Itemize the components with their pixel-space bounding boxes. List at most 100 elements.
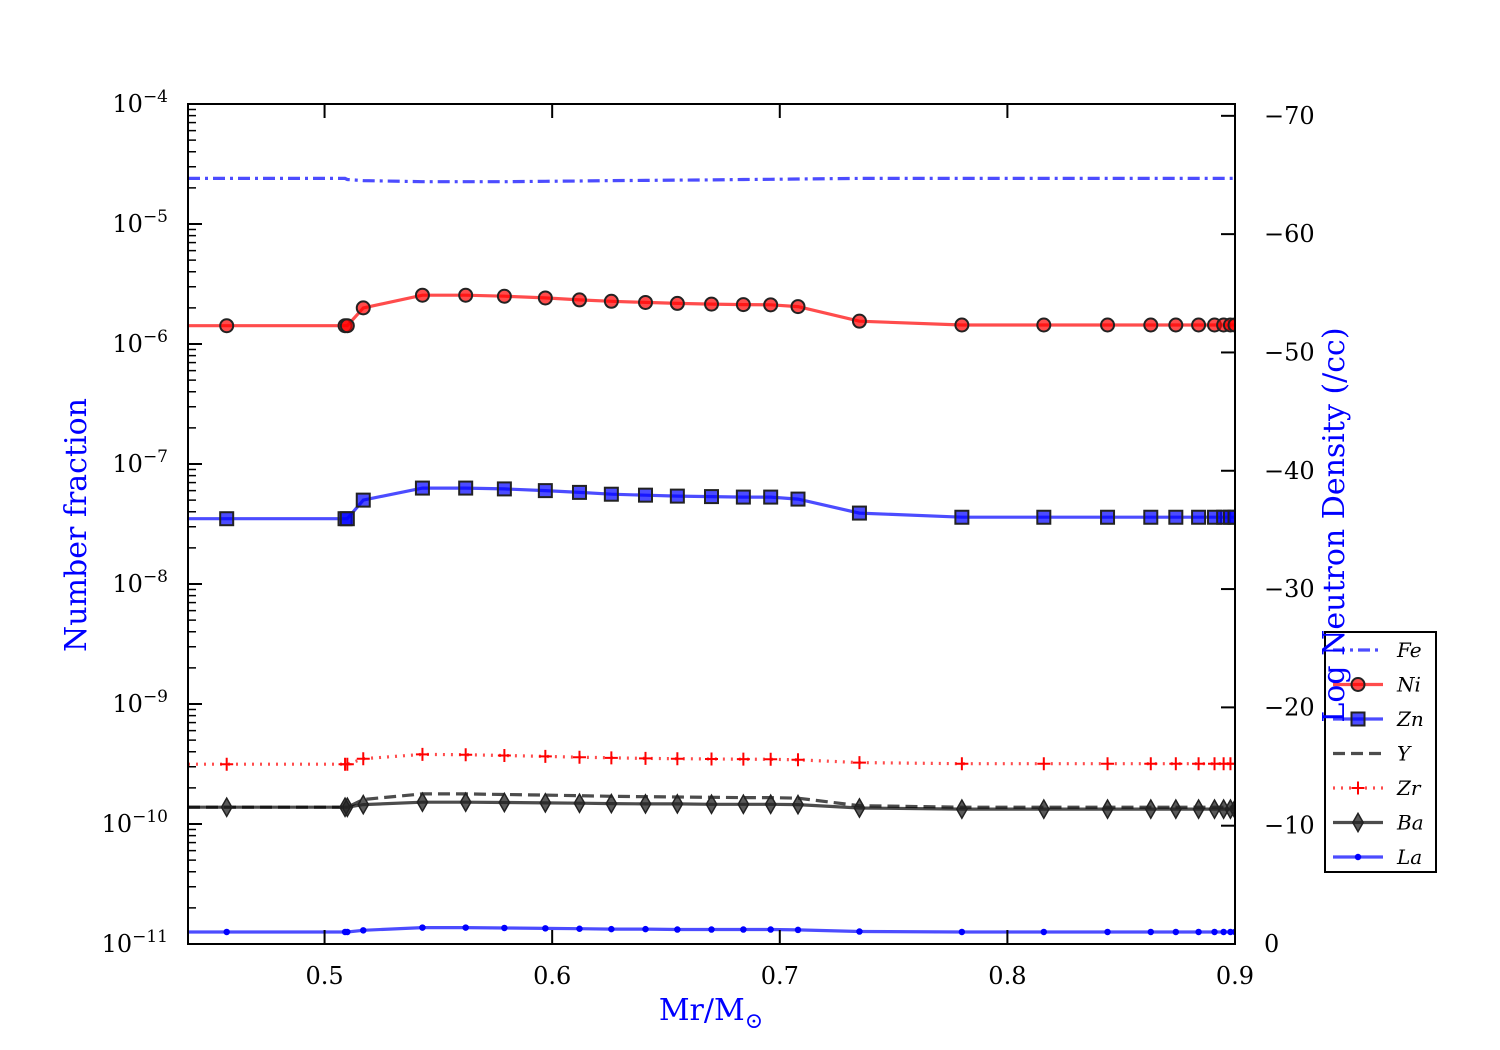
data-point-plus bbox=[220, 757, 234, 771]
data-point-square bbox=[1036, 509, 1052, 525]
data-point-dot bbox=[958, 928, 966, 936]
data-point-square bbox=[1227, 509, 1235, 525]
legend-label: Fe bbox=[1396, 638, 1422, 662]
y-tick-exponent: −11 bbox=[132, 927, 168, 947]
data-point-diamond bbox=[459, 791, 472, 813]
data-point-square bbox=[496, 481, 512, 497]
y-tick-label: 10−11 bbox=[102, 927, 168, 958]
ticks-layer bbox=[188, 103, 1236, 945]
series-line-y bbox=[188, 792, 1235, 809]
data-point-plus bbox=[705, 752, 718, 766]
y-right-tick-label: −50 bbox=[1264, 338, 1315, 366]
data-point-square bbox=[704, 489, 719, 505]
legend-entry: Zr bbox=[1333, 776, 1422, 800]
data-point-dot bbox=[1227, 928, 1234, 936]
data-point-square bbox=[1168, 509, 1184, 525]
x-tick-label: 0.8 bbox=[988, 962, 1026, 990]
legend-label: Ba bbox=[1396, 811, 1424, 835]
data-point-diamond bbox=[1037, 798, 1050, 820]
y-right-tick-label: −70 bbox=[1264, 102, 1315, 130]
data-point-circle bbox=[414, 287, 430, 303]
y-tick-base: 10 bbox=[112, 450, 143, 478]
series-la bbox=[188, 924, 1235, 936]
data-point-dot bbox=[360, 927, 367, 934]
data-point-square bbox=[537, 483, 553, 499]
data-point-circle bbox=[637, 294, 653, 310]
data-point-dot bbox=[223, 928, 230, 936]
legend-label: Y bbox=[1397, 742, 1412, 766]
data-point-plus bbox=[459, 748, 473, 762]
data-point-dot bbox=[642, 925, 649, 933]
y-tick-label: 10−9 bbox=[112, 687, 168, 718]
data-point-circle bbox=[603, 293, 619, 309]
data-point-diamond bbox=[791, 794, 805, 816]
data-point-plus bbox=[736, 752, 750, 766]
legend-label: Zn bbox=[1396, 707, 1424, 731]
data-point-dot bbox=[501, 924, 508, 932]
series-zr bbox=[188, 747, 1235, 771]
data-point-dot bbox=[576, 925, 583, 932]
data-point-diamond bbox=[539, 792, 552, 814]
data-point-plus bbox=[604, 751, 618, 765]
data-point-dot bbox=[608, 925, 615, 933]
data-point-dot bbox=[1195, 928, 1202, 936]
data-point-diamond bbox=[764, 793, 777, 815]
data-point-plus bbox=[1144, 757, 1158, 771]
data-point-square bbox=[1100, 509, 1116, 525]
data-point-plus bbox=[1192, 757, 1206, 771]
data-point-plus bbox=[1228, 757, 1235, 771]
y-tick-label: 10−8 bbox=[112, 567, 168, 598]
legend-entry: Ba bbox=[1333, 811, 1424, 835]
data-point-dot bbox=[794, 926, 802, 934]
y-tick-exponent: −7 bbox=[143, 447, 168, 467]
data-point-square bbox=[790, 491, 806, 507]
y-right-tick-label: −10 bbox=[1264, 812, 1315, 840]
data-point-plus bbox=[340, 757, 354, 771]
data-point-square bbox=[219, 511, 235, 527]
y-tick-base: 10 bbox=[112, 90, 143, 118]
labels-layer: 0.5 0.6 0.7 0.8 0.910−1110−1010−910−810−710−… bbox=[102, 87, 1315, 990]
data-point-plus bbox=[670, 752, 684, 766]
data-point-square bbox=[571, 484, 587, 500]
data-point-dot bbox=[462, 924, 469, 931]
data-point-diamond bbox=[416, 791, 429, 813]
y-right-tick-label: −60 bbox=[1264, 220, 1315, 248]
y-right-tick-label: −20 bbox=[1264, 693, 1315, 721]
legend-entry: Fe bbox=[1333, 638, 1422, 662]
data-point-circle bbox=[355, 300, 371, 316]
series-zn bbox=[188, 480, 1235, 527]
series-line-zr bbox=[188, 752, 1235, 766]
y-axis-right-title: Log Neutron Density (/cc) bbox=[1317, 327, 1352, 722]
data-point-square bbox=[637, 487, 653, 503]
data-point-dot bbox=[542, 925, 549, 932]
data-point-circle bbox=[1191, 317, 1207, 333]
legend-entry: Zn bbox=[1333, 707, 1424, 731]
data-point-circle bbox=[735, 297, 751, 313]
data-point-square bbox=[1191, 509, 1207, 525]
data-point-dot bbox=[767, 926, 774, 933]
data-point-circle bbox=[537, 290, 553, 306]
x-tick-label: 0.9 bbox=[1216, 962, 1254, 990]
series-ni bbox=[188, 287, 1235, 334]
data-point-circle bbox=[496, 288, 512, 304]
data-point-diamond bbox=[1228, 798, 1235, 820]
series-ba bbox=[188, 791, 1235, 820]
data-point-plus bbox=[356, 752, 370, 766]
data-point-square bbox=[414, 480, 430, 496]
data-point-diamond bbox=[955, 798, 968, 820]
data-point-diamond bbox=[1101, 798, 1114, 820]
data-point-diamond bbox=[341, 796, 354, 818]
data-point-dot bbox=[740, 926, 747, 933]
x-tick-label: 0.6 bbox=[533, 962, 571, 990]
data-point-square bbox=[763, 489, 779, 505]
y-tick-label: 10−7 bbox=[112, 447, 168, 478]
legend-label: Ni bbox=[1396, 673, 1421, 697]
data-point-dot bbox=[1104, 928, 1111, 936]
data-point-plus bbox=[538, 749, 552, 763]
data-point-dot bbox=[344, 928, 351, 936]
data-point-diamond bbox=[605, 792, 618, 815]
data-point-circle bbox=[458, 287, 474, 303]
data-point-diamond bbox=[737, 793, 750, 815]
y-axis-title: Number fraction bbox=[59, 398, 94, 652]
